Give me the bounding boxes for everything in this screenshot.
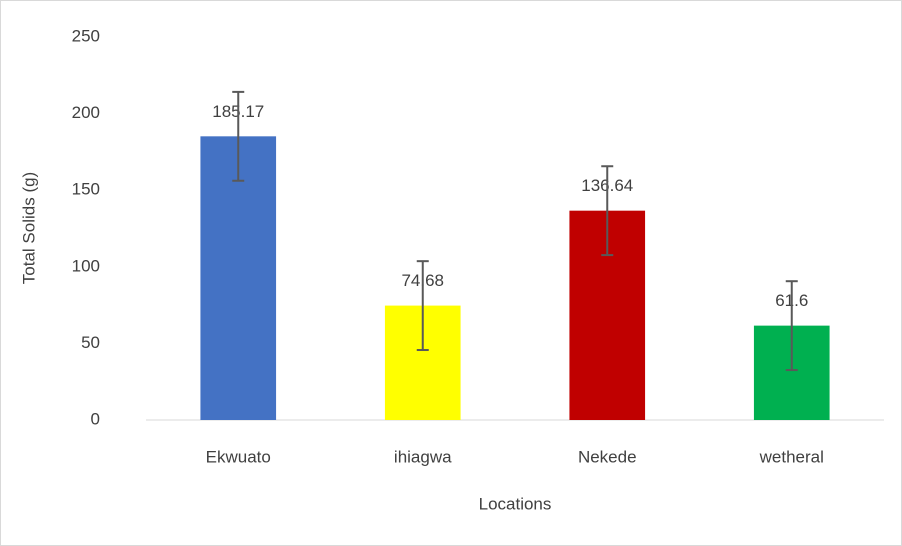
y-tick-label: 50 <box>81 333 100 352</box>
y-tick-label: 250 <box>72 26 100 45</box>
y-tick-label: 100 <box>72 256 100 275</box>
x-tick-label: Ekwuato <box>206 447 271 466</box>
y-tick-label: 150 <box>72 180 100 199</box>
x-tick-label: ihiagwa <box>394 447 452 466</box>
x-tick-label: Nekede <box>578 447 637 466</box>
y-tick-label: 0 <box>91 409 100 428</box>
y-axis-label: Total Solids (g) <box>19 172 38 284</box>
x-tick-label: wetheral <box>759 447 824 466</box>
y-tick-label: 200 <box>72 103 100 122</box>
x-axis-label: Locations <box>479 494 552 513</box>
bar <box>200 136 277 420</box>
